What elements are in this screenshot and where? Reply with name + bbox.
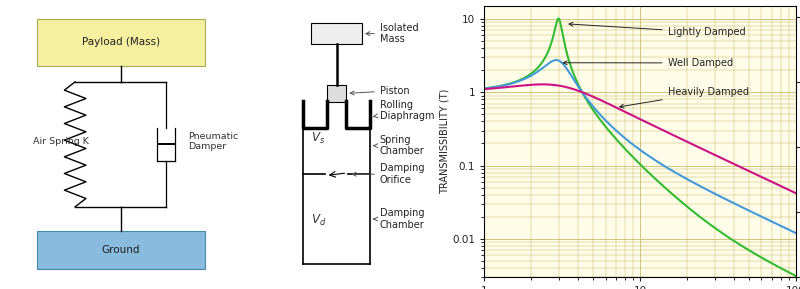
Bar [311,23,362,44]
Bar [37,231,205,269]
Text: Rolling
Diaphragm: Rolling Diaphragm [374,100,434,121]
Text: Heavily Damped: Heavily Damped [620,87,749,108]
Text: $V_d$: $V_d$ [311,213,326,228]
Text: Air Spring K: Air Spring K [33,137,89,146]
Text: Well Damped: Well Damped [563,58,733,68]
Text: Spring
Chamber: Spring Chamber [374,135,425,156]
Bar [326,85,346,102]
Text: Payload (Mass): Payload (Mass) [82,38,160,47]
Bar [37,19,205,66]
Text: Lightly Damped: Lightly Damped [569,22,746,38]
Text: $V_s$: $V_s$ [311,131,325,147]
Text: Pneumatic
Damper: Pneumatic Damper [188,132,238,151]
Y-axis label: TRANSMISSIBILITY (T): TRANSMISSIBILITY (T) [439,89,450,194]
Text: Damping
Chamber: Damping Chamber [374,208,425,230]
Text: Isolated
Mass: Isolated Mass [366,23,418,45]
Text: Piston: Piston [350,86,410,96]
Text: Damping
Orifice: Damping Orifice [352,163,424,185]
Text: Ground: Ground [102,245,140,255]
